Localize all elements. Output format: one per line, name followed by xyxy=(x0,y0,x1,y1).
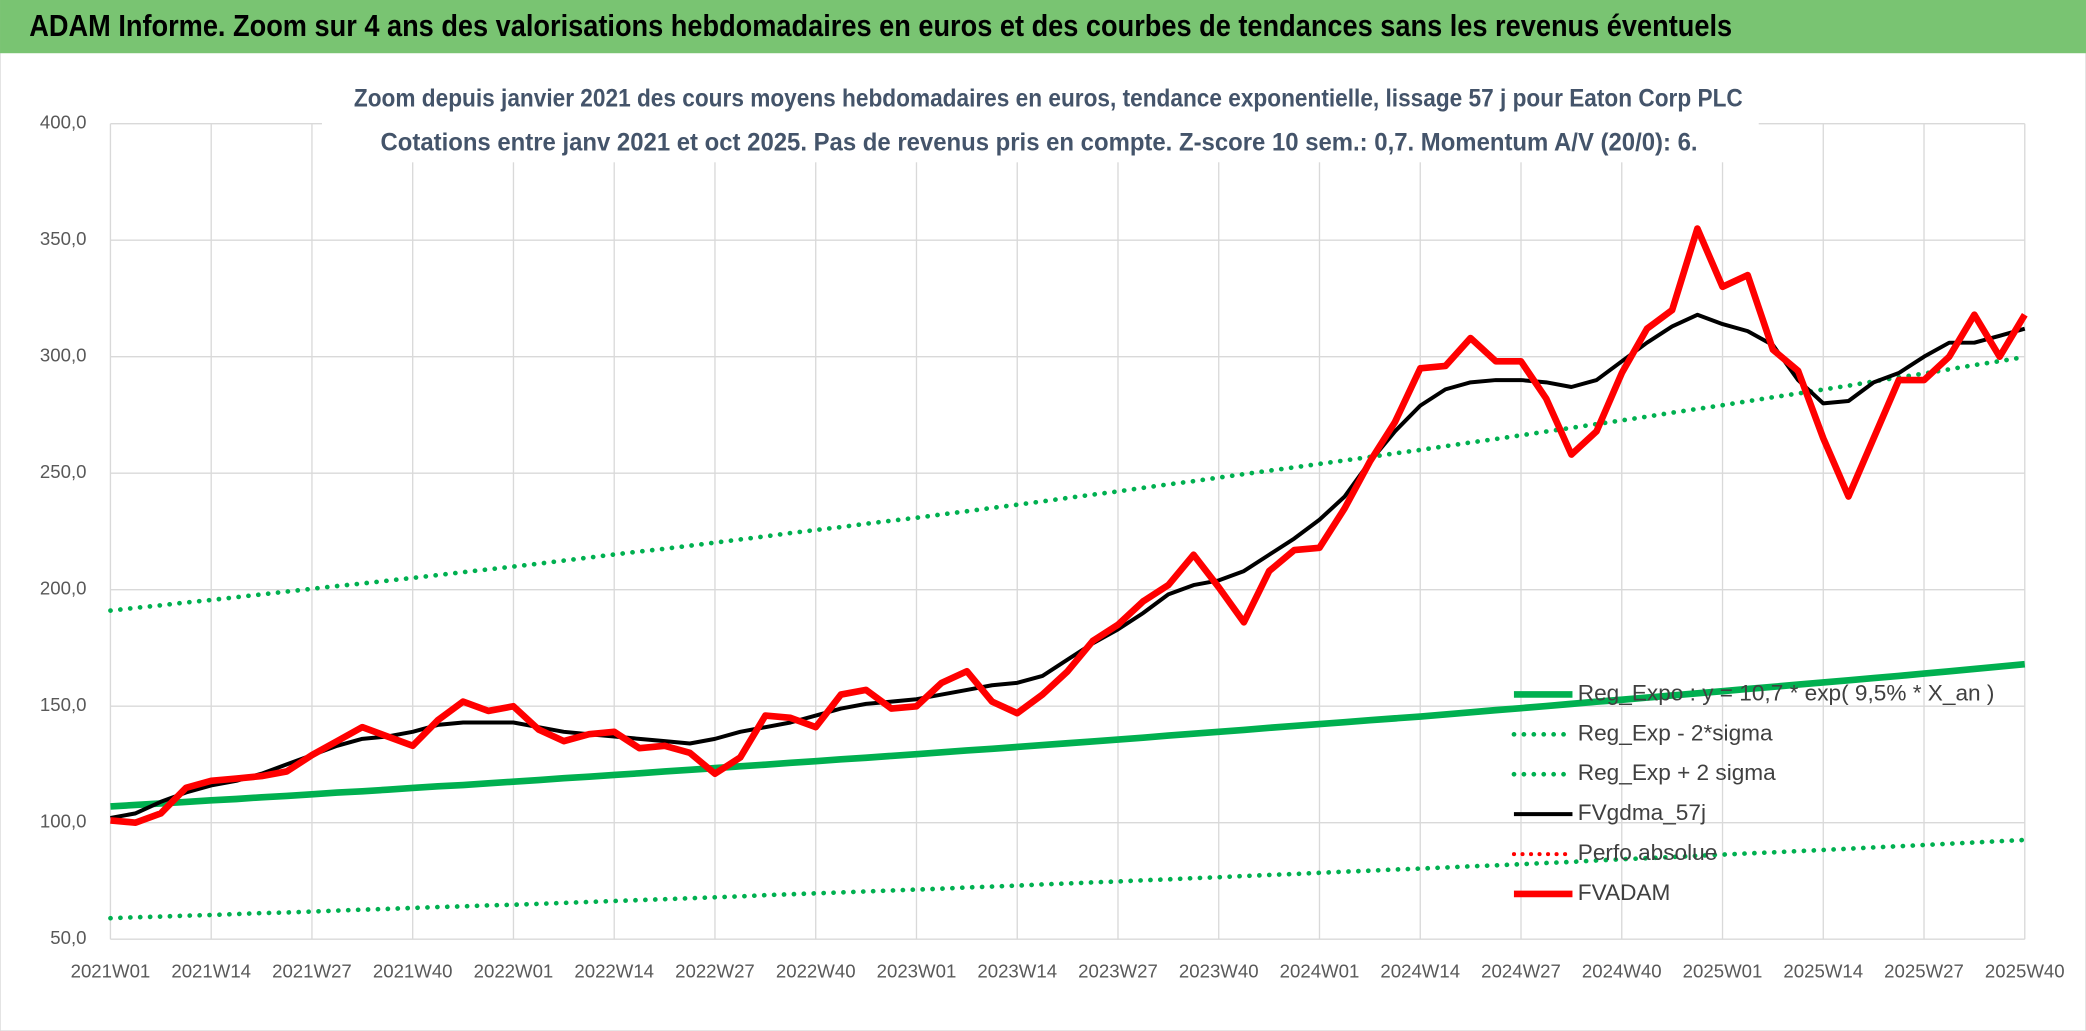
plot-area: 50,0 100,0 150,0 200,0 250,0 300,0 350,0 400,0 2… xyxy=(40,112,2065,982)
y-tick-label: 200,0 xyxy=(40,578,87,599)
x-tick-label: 2021W40 xyxy=(373,960,453,981)
chart-title: Zoom depuis janvier 2021 des cours moyen… xyxy=(354,84,1743,112)
chart-subtitle: Cotations entre janv 2021 et oct 2025. P… xyxy=(380,128,1697,156)
y-tick-label: 400,0 xyxy=(40,112,87,133)
x-tick-label: 2025W40 xyxy=(1985,960,2065,981)
x-tick-label: 2024W27 xyxy=(1481,960,1561,981)
x-tick-label: 2023W27 xyxy=(1078,960,1158,981)
y-tick-label: 250,0 xyxy=(40,461,87,482)
series-line xyxy=(110,660,2026,810)
x-tick-label: 2024W40 xyxy=(1582,960,1662,981)
x-tick-label: 2023W40 xyxy=(1179,960,1259,981)
y-tick-label: 350,0 xyxy=(40,228,87,249)
x-tick-label: 2022W01 xyxy=(474,960,554,981)
legend-label: FVADAM xyxy=(1578,880,1671,905)
x-tick-label: 2025W01 xyxy=(1683,960,1763,981)
legend-label: Reg_Exp + 2 sigma xyxy=(1578,760,1776,785)
header-bar xyxy=(0,0,2086,54)
series-line xyxy=(108,837,2028,921)
x-tick-label: 2023W01 xyxy=(877,960,957,981)
x-tick-label: 2023W14 xyxy=(977,960,1057,981)
legend-label: Perfo absolue xyxy=(1578,840,1718,865)
legend-label: FVgdma_57j xyxy=(1578,800,1706,825)
y-tick-label: 300,0 xyxy=(40,345,87,366)
title-background xyxy=(321,77,1759,163)
x-tick-label: 2025W14 xyxy=(1783,960,1863,981)
x-tick-label: 2021W27 xyxy=(272,960,352,981)
x-tick-label: 2025W27 xyxy=(1884,960,1964,981)
series-line xyxy=(110,225,2028,826)
legend-label: Reg_Exp - 2*sigma xyxy=(1578,720,1773,745)
x-tick-label: 2024W14 xyxy=(1380,960,1460,981)
y-tick-label: 150,0 xyxy=(40,694,87,715)
header-title: ADAM Informe. Zoom sur 4 ans des valoris… xyxy=(29,9,1732,43)
y-tick-label: 50,0 xyxy=(50,927,86,948)
x-tick-label: 2022W14 xyxy=(574,960,654,981)
x-tick-label: 2022W40 xyxy=(776,960,856,981)
x-tick-label: 2024W01 xyxy=(1280,960,1360,981)
x-tick-label: 2021W01 xyxy=(71,960,151,981)
y-tick-label: 100,0 xyxy=(40,811,87,832)
x-tick-label: 2021W14 xyxy=(171,960,251,981)
legend-label: Reg_Expo : y = 10,7 * exp( 9,5% * X_an ) xyxy=(1578,680,1995,705)
x-tick-label: 2022W27 xyxy=(675,960,755,981)
series-line xyxy=(108,354,2028,613)
